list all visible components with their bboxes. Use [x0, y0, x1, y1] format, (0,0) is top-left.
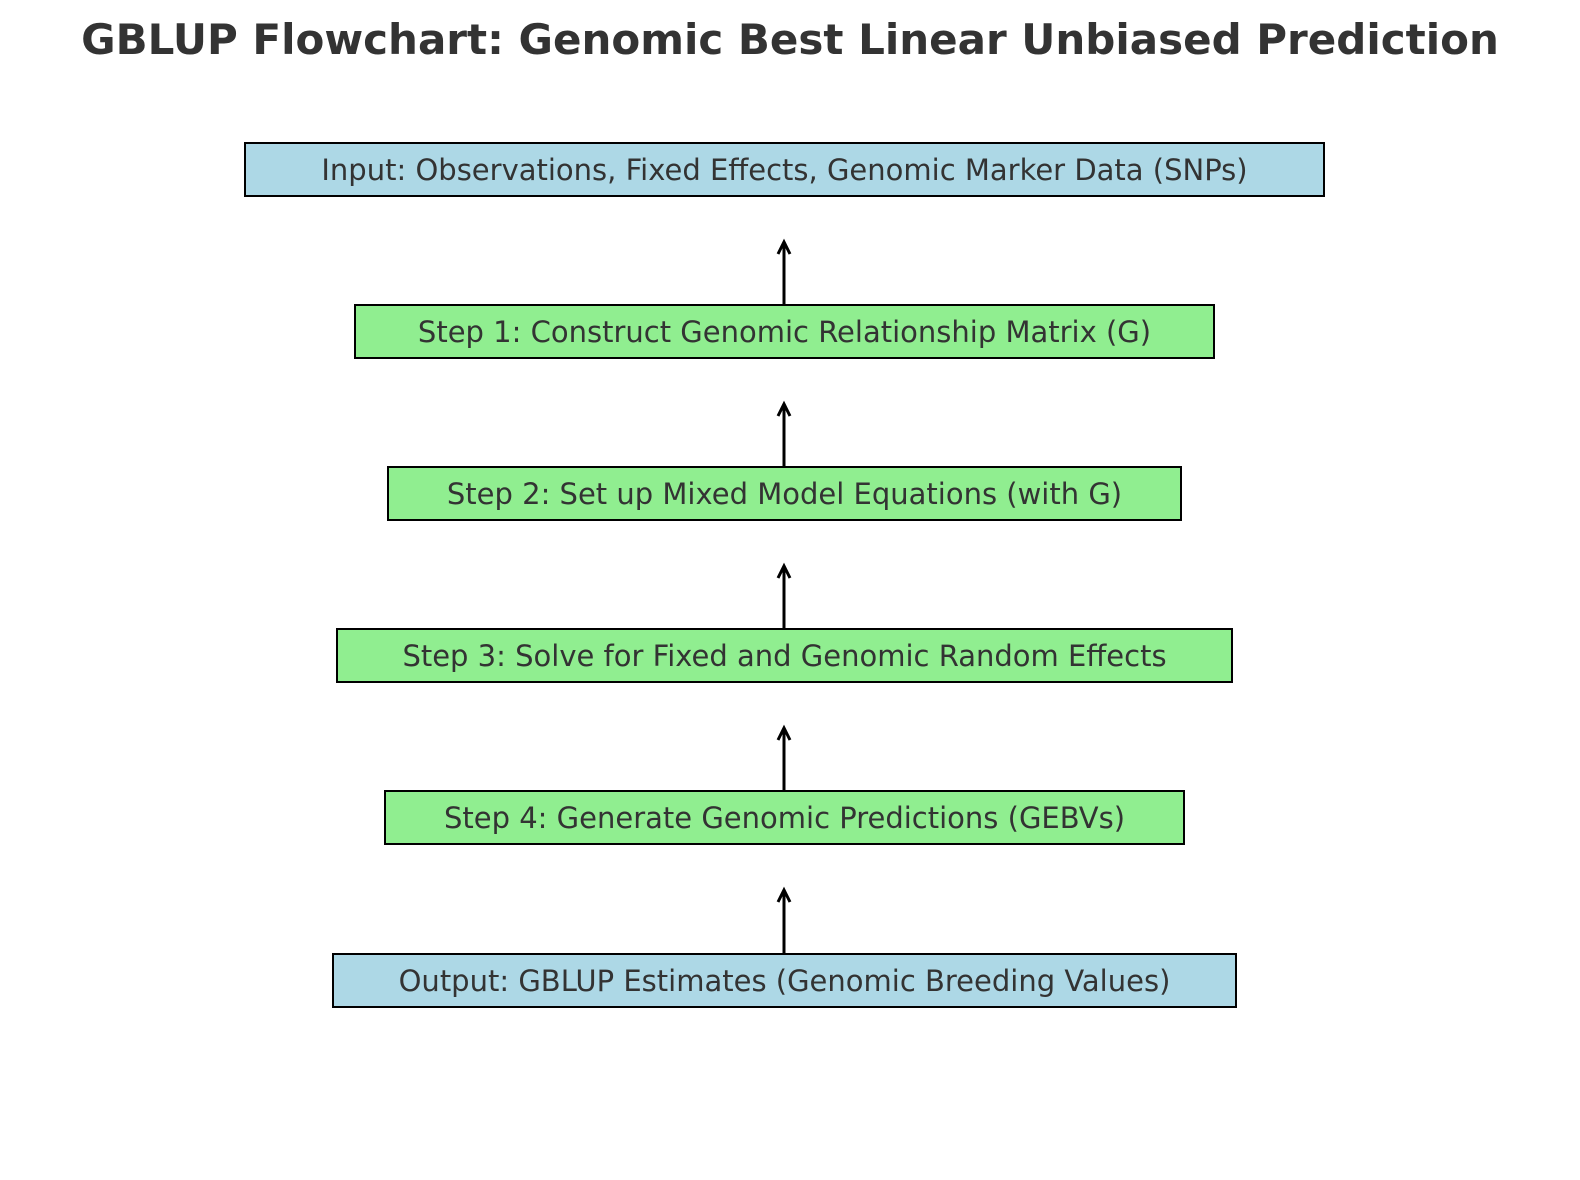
node-step-3-label: Step 3: Solve for Fixed and Genomic Rand…	[402, 638, 1167, 673]
diagram-title: GBLUP Flowchart: Genomic Best Linear Unb…	[81, 15, 1499, 64]
node-input: Input: Observations, Fixed Effects, Geno…	[244, 142, 1325, 197]
arrow-step2-to-step1	[776, 400, 792, 466]
node-step-3: Step 3: Solve for Fixed and Genomic Rand…	[336, 628, 1233, 683]
arrow-step4-to-step3	[776, 724, 792, 790]
node-step-1-label: Step 1: Construct Genomic Relationship M…	[417, 314, 1152, 349]
node-step-2-label: Step 2: Set up Mixed Model Equations (wi…	[446, 476, 1123, 511]
arrow-output-to-step4	[776, 886, 792, 953]
node-step-2: Step 2: Set up Mixed Model Equations (wi…	[387, 466, 1182, 521]
arrow-step1-to-input	[776, 238, 792, 304]
arrow-step3-to-step2	[776, 562, 792, 628]
node-step-4-label: Step 4: Generate Genomic Predictions (GE…	[443, 800, 1126, 835]
node-output-label: Output: GBLUP Estimates (Genomic Breedin…	[398, 963, 1171, 998]
node-output: Output: GBLUP Estimates (Genomic Breedin…	[332, 953, 1237, 1008]
node-step-1: Step 1: Construct Genomic Relationship M…	[354, 304, 1215, 359]
node-input-label: Input: Observations, Fixed Effects, Geno…	[321, 152, 1248, 187]
node-step-4: Step 4: Generate Genomic Predictions (GE…	[384, 790, 1185, 845]
